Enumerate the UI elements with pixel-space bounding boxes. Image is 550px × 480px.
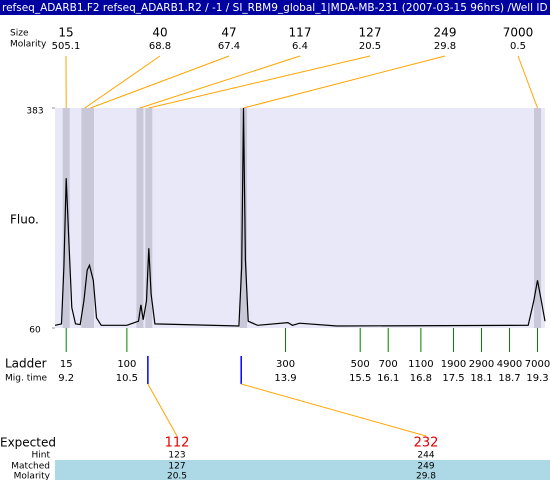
- y-axis-label: Fluo.: [10, 213, 39, 227]
- fragment-size: 47: [221, 26, 236, 40]
- y-tick-label: 383: [26, 107, 43, 117]
- ladder-size: 7000: [525, 359, 550, 370]
- fragment-stripe: [240, 108, 248, 328]
- fragment-connector: [148, 55, 371, 109]
- fragment-connector: [139, 55, 301, 109]
- fragment-molarity: 20.5: [359, 41, 381, 52]
- ladder-time: 16.1: [377, 373, 399, 384]
- fragment-size: 127: [359, 26, 382, 40]
- ladder-size: 100: [117, 359, 136, 370]
- expected-label: Expected: [0, 436, 56, 450]
- ladder-size: 4900: [497, 359, 522, 370]
- fragment-stripe: [145, 108, 153, 328]
- mig-time-label: Mig. time: [5, 374, 47, 384]
- ladder-size: 1900: [441, 359, 466, 370]
- hint-size: 123: [168, 451, 185, 461]
- matched-molarity: 29.8: [416, 472, 436, 480]
- ladder-time: 18.1: [470, 373, 492, 384]
- ladder-size: 300: [276, 359, 295, 370]
- molarity-label: Molarity: [10, 40, 47, 50]
- ladder-size: 700: [379, 359, 398, 370]
- ladder-time: 10.5: [116, 373, 138, 384]
- ladder-time: 17.5: [442, 373, 464, 384]
- ladder-time: 9.2: [58, 373, 74, 384]
- fragment-connector: [243, 55, 446, 109]
- ladder-time: 16.8: [410, 373, 432, 384]
- ladder-size: 1100: [408, 359, 433, 370]
- hint-label: Hint: [31, 451, 50, 461]
- molarity-row-label: Molarity: [14, 472, 51, 480]
- y-tick-label: 60: [29, 326, 41, 336]
- fragment-molarity: 6.4: [292, 41, 308, 52]
- fragment-molarity: 68.8: [149, 41, 171, 52]
- fragment-size: 117: [289, 26, 312, 40]
- expected-connector: [147, 383, 178, 437]
- matched-size: 127: [168, 462, 185, 472]
- matched-size: 249: [417, 462, 434, 472]
- fragment-connector: [90, 55, 230, 109]
- fragment-connector: [517, 55, 539, 109]
- size-label: Size: [10, 29, 29, 39]
- ladder-size: 2900: [469, 359, 494, 370]
- fragment-stripe: [86, 108, 94, 328]
- ladder-time: 18.7: [498, 373, 520, 384]
- fragment-size: 249: [434, 26, 457, 40]
- fragment-molarity: 505.1: [52, 41, 81, 52]
- expected-size: 112: [165, 436, 190, 451]
- expected-size: 232: [414, 436, 439, 451]
- ladder-size: 15: [60, 359, 73, 370]
- matched-molarity: 20.5: [167, 472, 187, 480]
- fragment-stripe: [534, 108, 542, 328]
- fragment-size: 15: [58, 26, 73, 40]
- title-bar: [0, 0, 550, 15]
- fragment-stripe: [62, 108, 70, 328]
- molarity-row: [55, 471, 550, 480]
- fragment-connector: [84, 55, 161, 109]
- ladder-size: 500: [351, 359, 370, 370]
- plot-area: [55, 108, 545, 328]
- ladder-time: 13.9: [274, 373, 296, 384]
- fragment-molarity: 29.8: [434, 41, 456, 52]
- fragment-stripe: [136, 108, 144, 328]
- ladder-time: 15.5: [349, 373, 371, 384]
- hint-size: 244: [417, 451, 434, 461]
- expected-connector: [241, 383, 427, 437]
- matched-row: [55, 460, 550, 471]
- fragment-molarity: 67.4: [218, 41, 240, 52]
- fragment-molarity: 0.5: [510, 41, 526, 52]
- ladder-label: Ladder: [5, 357, 47, 371]
- title: refseq_ADARB1.F2 refseq_ADARB1.R2 / -1 /…: [2, 2, 550, 14]
- ladder-time: 19.3: [526, 373, 548, 384]
- fragment-size: 40: [152, 26, 167, 40]
- fragment-size: 7000: [503, 26, 534, 40]
- matched-label: Matched: [11, 462, 50, 472]
- trace: [54, 107, 546, 327]
- fragment-stripe: [81, 108, 89, 328]
